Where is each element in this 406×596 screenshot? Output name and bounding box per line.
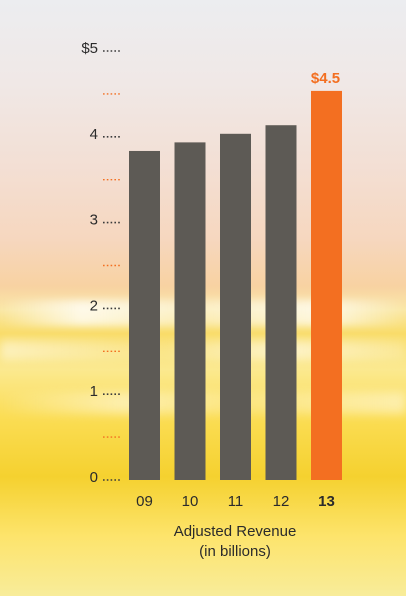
bar-13 (311, 91, 342, 480)
x-tick-label: 10 (182, 493, 199, 510)
y-tick-label: 3 (90, 212, 98, 229)
y-axis: 0 1 2 3 4 $5 (81, 40, 122, 486)
y-tick-label: $5 (81, 40, 98, 57)
bar-12 (266, 125, 297, 480)
bars (129, 91, 342, 480)
x-tick-label: 13 (318, 493, 335, 510)
x-tick-label: 09 (136, 493, 153, 510)
bar-09 (129, 151, 160, 480)
y-tick-label: 4 (90, 126, 98, 143)
bar-11 (220, 134, 251, 480)
bar-10 (175, 142, 206, 480)
y-tick-label: 2 (90, 297, 98, 314)
x-axis: 09 10 11 12 13 (136, 493, 335, 510)
x-axis-label-line2: (in billions) (120, 542, 350, 562)
y-tick-label: 0 (90, 469, 98, 486)
y-tick-label: 1 (90, 383, 98, 400)
highlight-value-label: $4.5 (311, 70, 340, 87)
x-tick-label: 11 (228, 493, 244, 510)
x-tick-label: 12 (273, 493, 290, 510)
x-axis-label: Adjusted Revenue (in billions) (120, 522, 350, 562)
x-axis-label-line1: Adjusted Revenue (120, 522, 350, 542)
